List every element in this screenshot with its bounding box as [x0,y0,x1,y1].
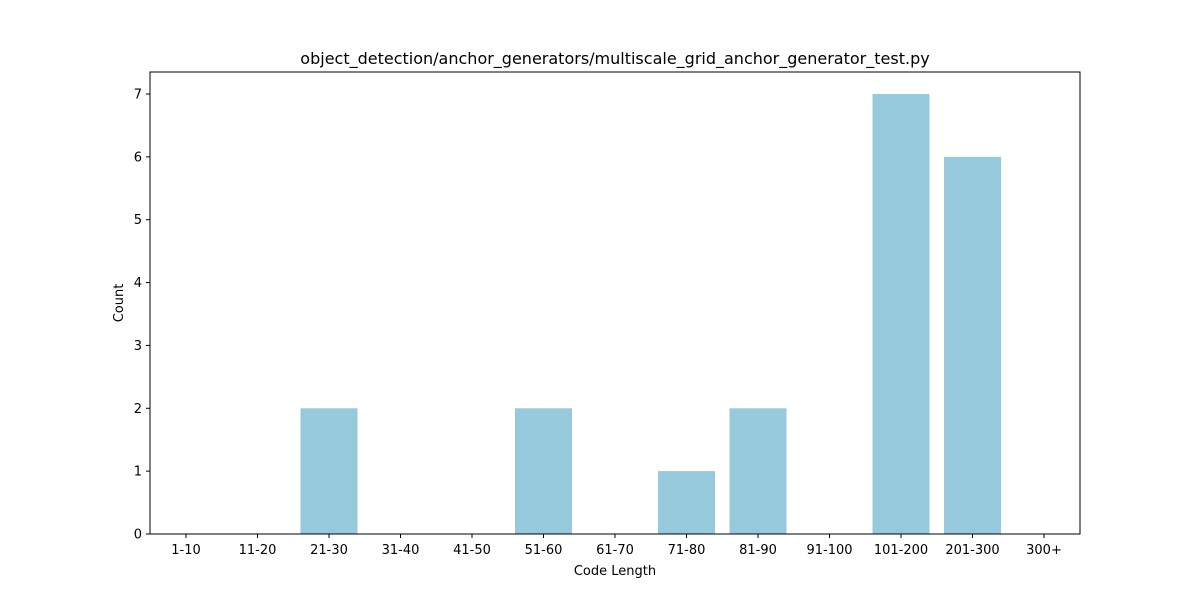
x-tick-label: 61-70 [596,543,634,558]
y-axis-ticks: 0 1 2 3 4 5 6 7 [134,88,150,543]
y-tick-label: 1 [134,465,142,480]
x-tick-label: 91-100 [806,543,852,558]
bar-81-90 [729,408,787,534]
x-tick-label: 21-30 [310,543,348,558]
x-tick-label: 41-50 [453,543,491,558]
chart-title: object_detection/anchor_generators/multi… [300,49,929,69]
y-axis-label: Count [112,284,127,323]
x-tick-label: 31-40 [382,543,420,558]
x-tick-label: 1-10 [171,543,201,558]
bars [300,94,1001,534]
x-tick-label: 71-80 [668,543,706,558]
y-tick-label: 6 [134,150,142,165]
bar-51-60 [515,408,572,534]
bar-21-30 [300,408,358,534]
x-tick-label: 81-90 [739,543,777,558]
y-tick-label: 5 [134,213,142,228]
x-tick-label: 201-300 [945,543,999,558]
x-tick-label: 11-20 [239,543,277,558]
x-tick-label: 101-200 [874,543,928,558]
x-tick-label: 300+ [1026,543,1062,558]
y-tick-label: 3 [134,339,142,354]
x-tick-label: 51-60 [525,543,563,558]
x-axis-label: Code Length [574,564,656,579]
bar-201-300 [944,156,1001,534]
plot-frame [149,71,1081,535]
y-tick-label: 0 [134,528,142,543]
y-tick-label: 7 [134,88,142,103]
x-axis-ticks: 1-10 11-20 21-30 31-40 41-50 51-60 61-70 71-80 8… [171,534,1062,558]
bar-71-80 [658,471,715,534]
y-tick-label: 2 [134,402,142,417]
bar-101-200 [872,94,930,534]
y-tick-label: 4 [134,276,142,291]
